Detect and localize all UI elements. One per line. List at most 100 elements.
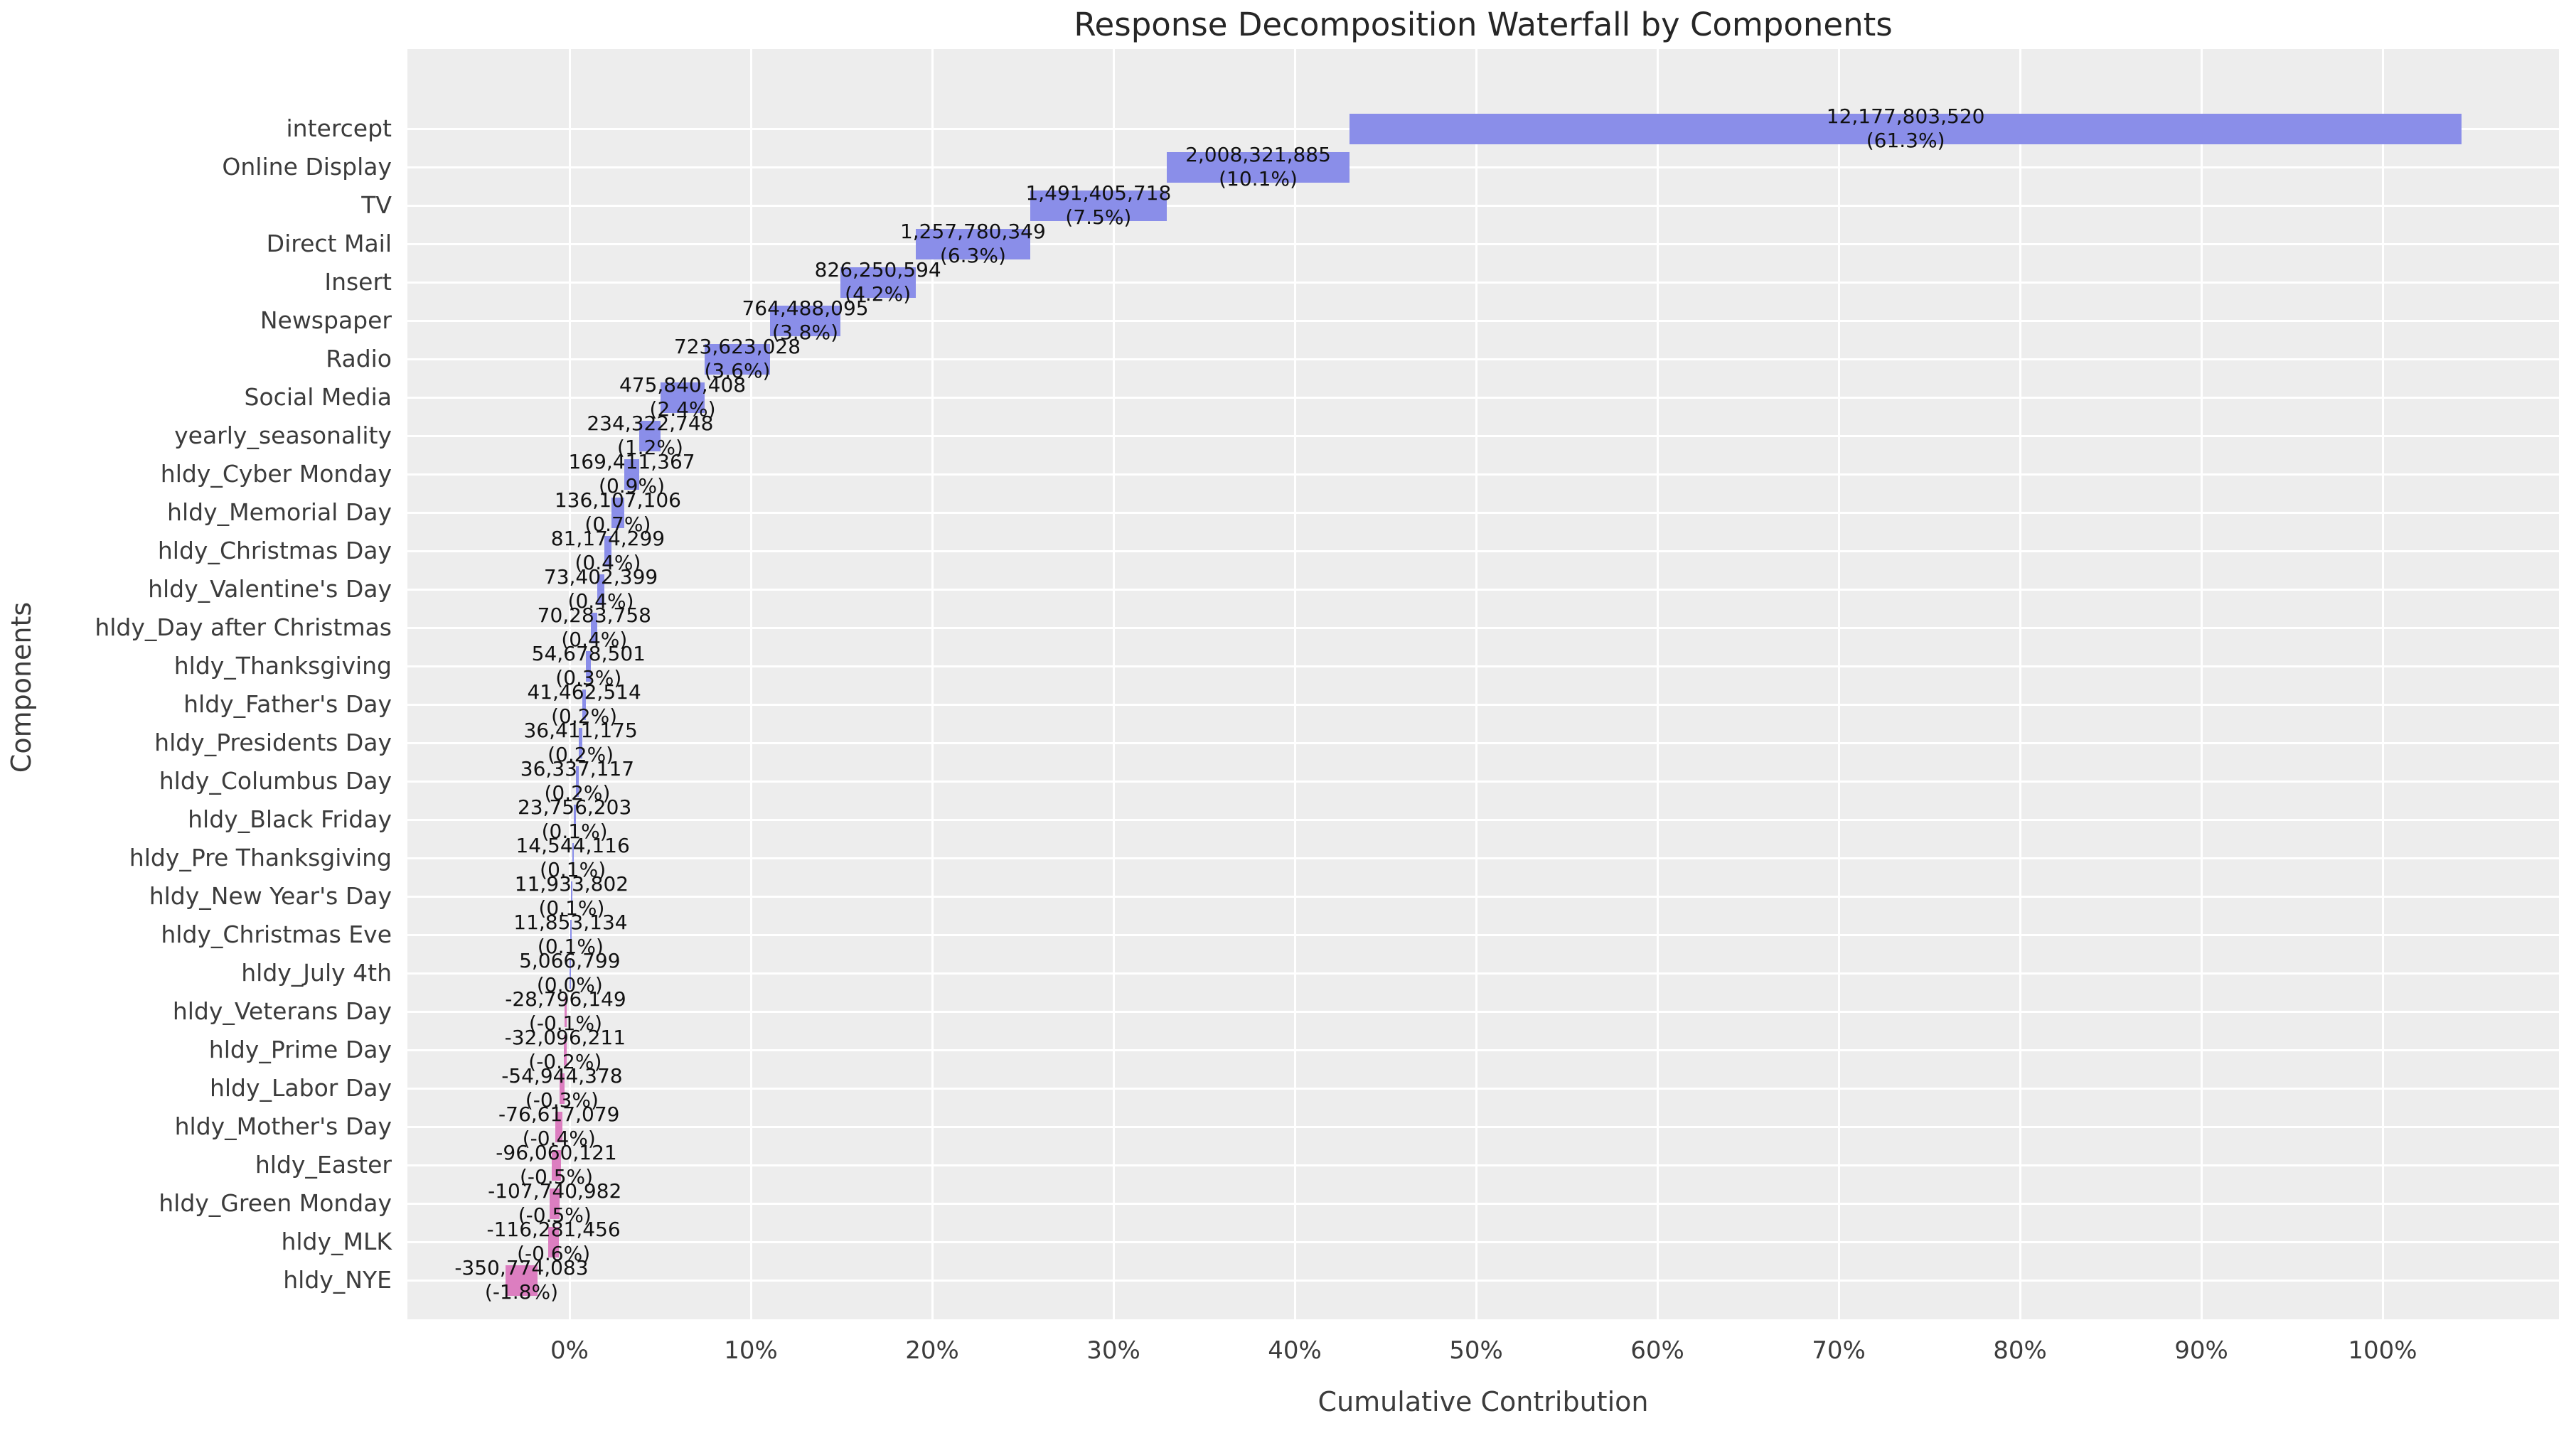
gridline-vertical: [1656, 49, 1659, 1319]
waterfall-bar-positive: [573, 804, 576, 835]
waterfall-bar-positive: [611, 497, 624, 528]
gridline-vertical: [1293, 49, 1296, 1319]
x-tick-label: 0%: [550, 1336, 589, 1365]
category-tick-label: TV: [361, 191, 392, 219]
waterfall-bar-positive: [915, 228, 1031, 259]
gridline-horizontal: [407, 1087, 2559, 1090]
waterfall-bar-negative: [559, 1073, 565, 1104]
gridline-horizontal: [407, 1048, 2559, 1051]
gridline-horizontal: [407, 703, 2559, 706]
x-tick-label: 90%: [2174, 1336, 2228, 1365]
gridline-vertical: [931, 49, 934, 1319]
gridline-horizontal: [407, 511, 2559, 514]
category-tick-label: hldy_Mother's Day: [174, 1112, 392, 1140]
category-tick-label: intercept: [286, 114, 392, 142]
gridline-vertical: [2200, 49, 2203, 1319]
waterfall-bar-positive: [1350, 113, 2462, 144]
waterfall-bar-positive: [570, 957, 571, 989]
category-tick-label: hldy_July 4th: [241, 959, 392, 987]
category-tick-label: Online Display: [222, 153, 392, 181]
gridline-horizontal: [407, 396, 2559, 399]
category-tick-label: hldy_New Year's Day: [149, 882, 392, 910]
waterfall-bar-negative: [563, 1034, 567, 1066]
x-axis-label: Cumulative Contribution: [1318, 1386, 1649, 1417]
waterfall-bar-positive: [840, 267, 916, 298]
category-tick-label: hldy_Valentine's Day: [148, 575, 392, 603]
gridline-horizontal: [407, 549, 2559, 552]
gridline-horizontal: [407, 972, 2559, 975]
gridline-horizontal: [407, 626, 2559, 629]
category-tick-label: hldy_NYE: [283, 1266, 392, 1294]
gridline-horizontal: [407, 1010, 2559, 1013]
category-tick-label: hldy_MLK: [281, 1228, 392, 1255]
waterfall-bar-negative: [505, 1265, 538, 1296]
category-tick-label: hldy_Father's Day: [183, 690, 392, 718]
x-tick-label: 50%: [1449, 1336, 1503, 1365]
waterfall-bar-positive: [572, 842, 574, 874]
waterfall-bar-positive: [582, 689, 587, 720]
waterfall-bar-positive: [661, 382, 705, 413]
gridline-horizontal: [407, 780, 2559, 783]
waterfall-bar-positive: [586, 650, 592, 682]
waterfall-bar-negative: [550, 1188, 560, 1219]
waterfall-bar-positive: [1030, 190, 1167, 221]
gridline-horizontal: [407, 933, 2559, 936]
category-tick-label: hldy_Christmas Eve: [161, 921, 392, 948]
gridline-horizontal: [407, 895, 2559, 898]
waterfall-bar-positive: [570, 919, 572, 950]
gridline-vertical: [2019, 49, 2021, 1319]
waterfall-bar-negative: [548, 1226, 560, 1257]
category-tick-label: hldy_Christmas Day: [157, 537, 392, 564]
chart-title: Response Decomposition Waterfall by Comp…: [1074, 6, 1893, 43]
category-tick-label: hldy_Easter: [255, 1151, 392, 1179]
x-tick-label: 70%: [1812, 1336, 1866, 1365]
category-tick-label: Social Media: [244, 383, 392, 411]
x-tick-label: 10%: [724, 1336, 778, 1365]
waterfall-bar-positive: [770, 305, 840, 336]
gridline-vertical: [568, 49, 571, 1319]
gridline-horizontal: [407, 1164, 2559, 1166]
x-tick-label: 100%: [2348, 1336, 2417, 1365]
gridline-horizontal: [407, 1279, 2559, 1282]
category-tick-label: hldy_Black Friday: [188, 805, 392, 833]
gridline-vertical: [1112, 49, 1115, 1319]
x-tick-label: 80%: [1993, 1336, 2047, 1365]
category-tick-label: hldy_Prime Day: [208, 1036, 392, 1063]
category-tick-label: hldy_Pre Thanksgiving: [129, 844, 392, 871]
gridline-horizontal: [407, 434, 2559, 437]
gridline-vertical: [1475, 49, 1477, 1319]
waterfall-bar-positive: [597, 574, 604, 605]
category-tick-label: hldy_Columbus Day: [159, 767, 392, 795]
x-tick-label: 30%: [1086, 1336, 1140, 1365]
waterfall-bar-positive: [704, 343, 771, 375]
gridline-horizontal: [407, 319, 2559, 322]
waterfall-bar-negative: [552, 1149, 561, 1181]
gridline-vertical: [749, 49, 752, 1319]
plot-area: 12,177,803,520 (61.3%) 2,008,321,885 (10.1%…: [407, 49, 2559, 1319]
category-tick-label: hldy_Cyber Monday: [160, 460, 392, 488]
gridline-horizontal: [407, 857, 2559, 859]
waterfall-bar-positive: [1166, 151, 1350, 183]
waterfall-bar-positive: [604, 535, 612, 567]
waterfall-bar-positive: [591, 612, 598, 643]
category-tick-label: hldy_Memorial Day: [167, 498, 392, 526]
category-tick-label: hldy_Labor Day: [209, 1074, 392, 1102]
category-tick-label: hldy_Thanksgiving: [173, 652, 392, 680]
gridline-vertical: [2381, 49, 2384, 1319]
category-tick-label: hldy_Day after Christmas: [95, 613, 392, 641]
gridline-horizontal: [407, 818, 2559, 821]
gridline-horizontal: [407, 242, 2559, 245]
category-tick-label: Radio: [326, 345, 392, 372]
gridline-horizontal: [407, 166, 2559, 168]
waterfall-bar-negative: [564, 996, 567, 1027]
gridline-horizontal: [407, 358, 2559, 360]
category-tick-label: Direct Mail: [266, 230, 392, 257]
gridline-horizontal: [407, 741, 2559, 744]
waterfall-bar-positive: [639, 420, 661, 451]
gridline-horizontal: [407, 473, 2559, 476]
gridline-horizontal: [407, 1240, 2559, 1243]
x-tick-label: 40%: [1268, 1336, 1322, 1365]
category-tick-label: hldy_Veterans Day: [172, 997, 392, 1025]
gridline-horizontal: [407, 588, 2559, 591]
